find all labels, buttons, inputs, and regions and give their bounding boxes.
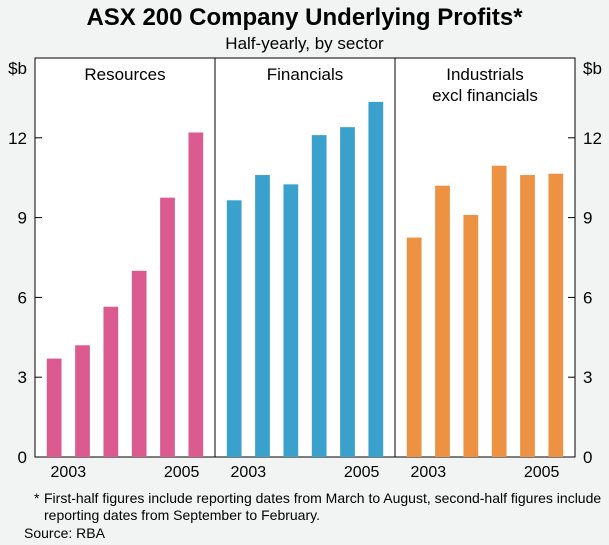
bar-resources-3 [103,306,119,457]
y-tick-label-left: 9 [18,209,27,228]
footnote-marker: * [34,490,40,506]
source-note: Source: RBA [24,525,105,541]
bar-financials-5 [340,127,355,457]
bar-industrials-excl-financials-3 [463,214,479,457]
panel-label: Financials [267,65,344,84]
x-tick-label: 2003 [411,464,447,481]
y-tick-label-left: 6 [18,288,27,307]
bar-resources-5 [160,197,175,457]
bar-financials-4 [311,135,327,457]
footnote: * First-half figures include reporting da… [34,490,604,524]
chart-title: ASX 200 Company Underlying Profits* [86,4,523,31]
bar-financials-6 [368,101,384,457]
bar-financials-1 [226,200,242,457]
y-tick-label-right: 6 [583,288,592,307]
bar-industrials-excl-financials-4 [491,165,507,458]
bar-resources-4 [131,270,147,457]
panel-label: Resources [84,65,165,84]
bar-resources-1 [46,358,62,457]
y-tick-label-right: 0 [583,448,592,467]
bar-resources-2 [75,345,90,457]
bar-industrials-excl-financials-2 [435,185,450,457]
bar-resources-6 [188,132,204,458]
y-unit-right: $b [583,59,602,78]
bar-industrials-excl-financials-1 [406,237,422,457]
bar-industrials-excl-financials-6 [548,173,564,457]
x-tick-label: 2005 [344,464,380,481]
plot-area [34,57,576,458]
y-tick-label-left: 12 [8,129,27,148]
y-tick-label-right: 3 [583,368,592,387]
x-tick-label: 2003 [231,464,267,481]
x-tick-label: 2003 [51,464,87,481]
x-tick-label: 2005 [164,464,200,481]
y-tick-label-right: 9 [583,209,592,228]
bar-financials-3 [283,184,299,457]
chart-subtitle: Half-yearly, by sector [225,34,384,53]
y-unit-left: $b [8,59,27,78]
y-tick-label-left: 0 [18,448,27,467]
y-tick-label-left: 3 [18,368,27,387]
bar-industrials-excl-financials-5 [520,175,535,458]
panel-label: Industrials [446,65,523,84]
bar-financials-2 [255,175,270,458]
y-tick-label-right: 12 [583,129,602,148]
footnote-text: First-half figures include reporting dat… [44,490,602,523]
panel-label: excl financials [432,86,538,105]
x-tick-label: 2005 [524,464,560,481]
